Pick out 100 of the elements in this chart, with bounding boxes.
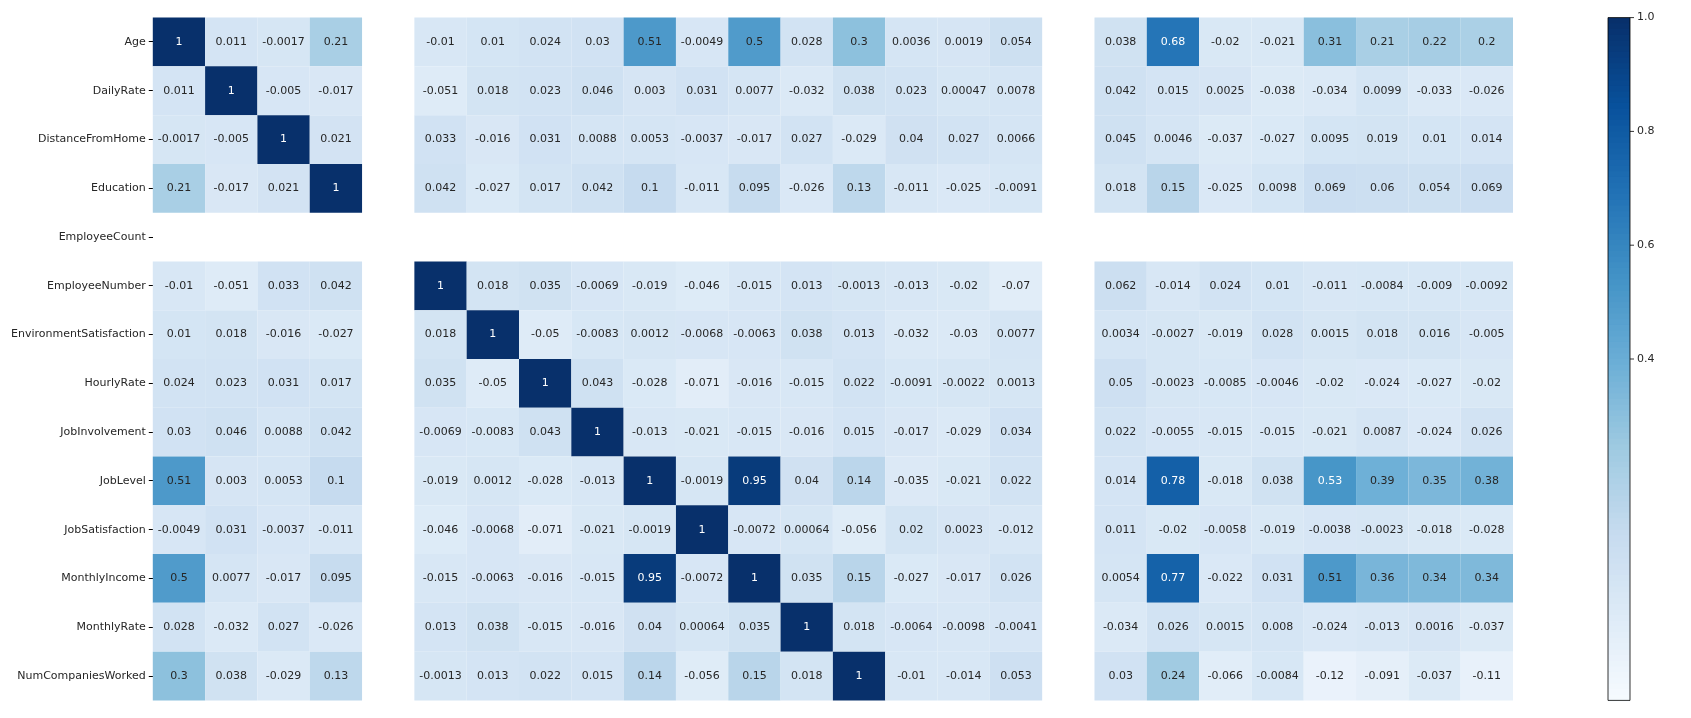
data-label: 0.0098 [1258, 181, 1297, 195]
data-label: 0.0019 [944, 34, 983, 48]
data-label: -0.024 [1416, 425, 1453, 439]
data-label: 0.046 [581, 83, 614, 97]
data-label: 0.015 [843, 425, 875, 439]
data-label: -0.027 [893, 571, 930, 585]
data-label: 0.013 [424, 620, 457, 634]
data-label: 0.05 [1108, 376, 1133, 390]
data-label: 0.033 [424, 132, 457, 146]
data-label: 0.21 [323, 34, 349, 48]
data-label: -0.0072 [733, 522, 776, 536]
data-label: 0.011 [163, 83, 195, 97]
color-bar-label: 0.6 [1637, 238, 1655, 252]
data-label: 0.038 [843, 83, 875, 97]
data-label: -0.027 [1416, 376, 1453, 390]
data-label: 0.003 [634, 83, 666, 97]
data-label: 0.095 [320, 571, 352, 585]
data-label: 0.38 [1474, 473, 1500, 487]
data-label: 0.023 [215, 376, 248, 390]
data-label: 0.68 [1160, 34, 1186, 48]
data-label: -0.016 [736, 376, 773, 390]
data-label: 1 [332, 181, 340, 195]
data-label: -0.018 [1416, 522, 1453, 536]
data-label: -0.011 [684, 181, 720, 195]
data-label: -0.024 [1312, 620, 1348, 634]
data-label: 0.0036 [892, 34, 931, 48]
data-label: -0.0038 [1308, 522, 1352, 536]
data-label: -0.0037 [262, 522, 305, 536]
data-label: 0.34 [1474, 571, 1500, 585]
data-label: -0.032 [213, 620, 249, 634]
data-label: -0.038 [1259, 83, 1296, 97]
data-label: 0.2 [1478, 34, 1496, 48]
data-label: -0.037 [1207, 132, 1243, 146]
data-label: 0.022 [843, 376, 875, 390]
data-label: 0.0015 [1206, 620, 1245, 634]
data-label: 0.026 [1000, 571, 1032, 585]
data-label: 0.5 [745, 34, 764, 48]
data-label: 0.21 [166, 181, 192, 195]
data-label: 0.033 [267, 278, 300, 292]
data-label: 1 [855, 668, 863, 682]
y-tick-label: DailyRate [92, 83, 147, 97]
data-label: -0.03 [949, 327, 978, 341]
data-label: 0.035 [738, 620, 771, 634]
y-tick-label: JobSatisfaction [63, 522, 146, 536]
data-label: -0.013 [632, 425, 668, 439]
data-label: -0.02 [1315, 376, 1345, 390]
data-label: 0.016 [1418, 327, 1451, 341]
data-label: 1 [227, 83, 235, 97]
data-label: 0.03 [166, 425, 192, 439]
y-tick-label: JobInvolvement [59, 425, 147, 439]
data-label: 0.031 [267, 376, 300, 390]
data-label: -0.005 [213, 132, 249, 146]
data-label: 0.95 [742, 473, 767, 487]
data-label: 0.0053 [630, 132, 670, 146]
data-label: -0.027 [475, 181, 511, 195]
data-label: -0.02 [1158, 522, 1188, 536]
data-label: -0.0049 [680, 34, 724, 48]
data-label: 0.0054 [1101, 571, 1140, 585]
data-label: 0.15 [1160, 181, 1186, 195]
data-label: -0.013 [579, 473, 616, 487]
data-label: 0.15 [846, 571, 872, 585]
data-label: 0.042 [581, 181, 614, 195]
data-label: 0.00047 [940, 83, 987, 97]
data-label: 0.0013 [996, 376, 1036, 390]
data-label: 0.13 [323, 668, 349, 682]
data-label: 0.021 [320, 132, 352, 146]
color-bar-label: 1.0 [1637, 10, 1655, 24]
data-label: 0.013 [843, 327, 875, 341]
data-label: -0.0023 [1360, 522, 1404, 536]
data-label: 0.038 [215, 668, 248, 682]
data-label: 0.069 [1471, 181, 1503, 195]
data-label: -0.01 [426, 34, 455, 48]
data-label: 0.3 [850, 34, 868, 48]
data-label: 0.0066 [996, 132, 1036, 146]
data-label: -0.009 [1416, 278, 1453, 292]
y-tick-label: DistanceFromHome [37, 132, 147, 146]
data-label: -0.034 [1312, 83, 1348, 97]
data-label: 0.36 [1369, 571, 1395, 585]
data-label: 0.51 [166, 473, 192, 487]
data-label: -0.0068 [680, 327, 724, 341]
data-label: 0.095 [738, 181, 771, 195]
data-label: 0.24 [1160, 668, 1186, 682]
data-label: -0.018 [1207, 473, 1243, 487]
data-label: 0.031 [529, 132, 561, 146]
data-label: 0.024 [529, 34, 561, 48]
data-label: 1 [593, 425, 601, 439]
data-label: -0.0041 [994, 620, 1038, 634]
data-label: -0.016 [579, 620, 616, 634]
data-label: 0.038 [790, 327, 823, 341]
data-label: -0.014 [1155, 278, 1191, 292]
data-label: -0.021 [945, 473, 982, 487]
data-label: -0.0069 [576, 278, 619, 292]
data-label: -0.0037 [680, 132, 724, 146]
data-label: 0.053 [1000, 668, 1032, 682]
data-label: -0.051 [422, 83, 459, 97]
data-label: 0.03 [1108, 668, 1133, 682]
data-label: -0.0027 [1151, 327, 1195, 341]
data-label: 0.019 [1366, 132, 1398, 146]
data-label: -0.01 [897, 668, 926, 682]
data-label: 0.024 [1209, 278, 1242, 292]
